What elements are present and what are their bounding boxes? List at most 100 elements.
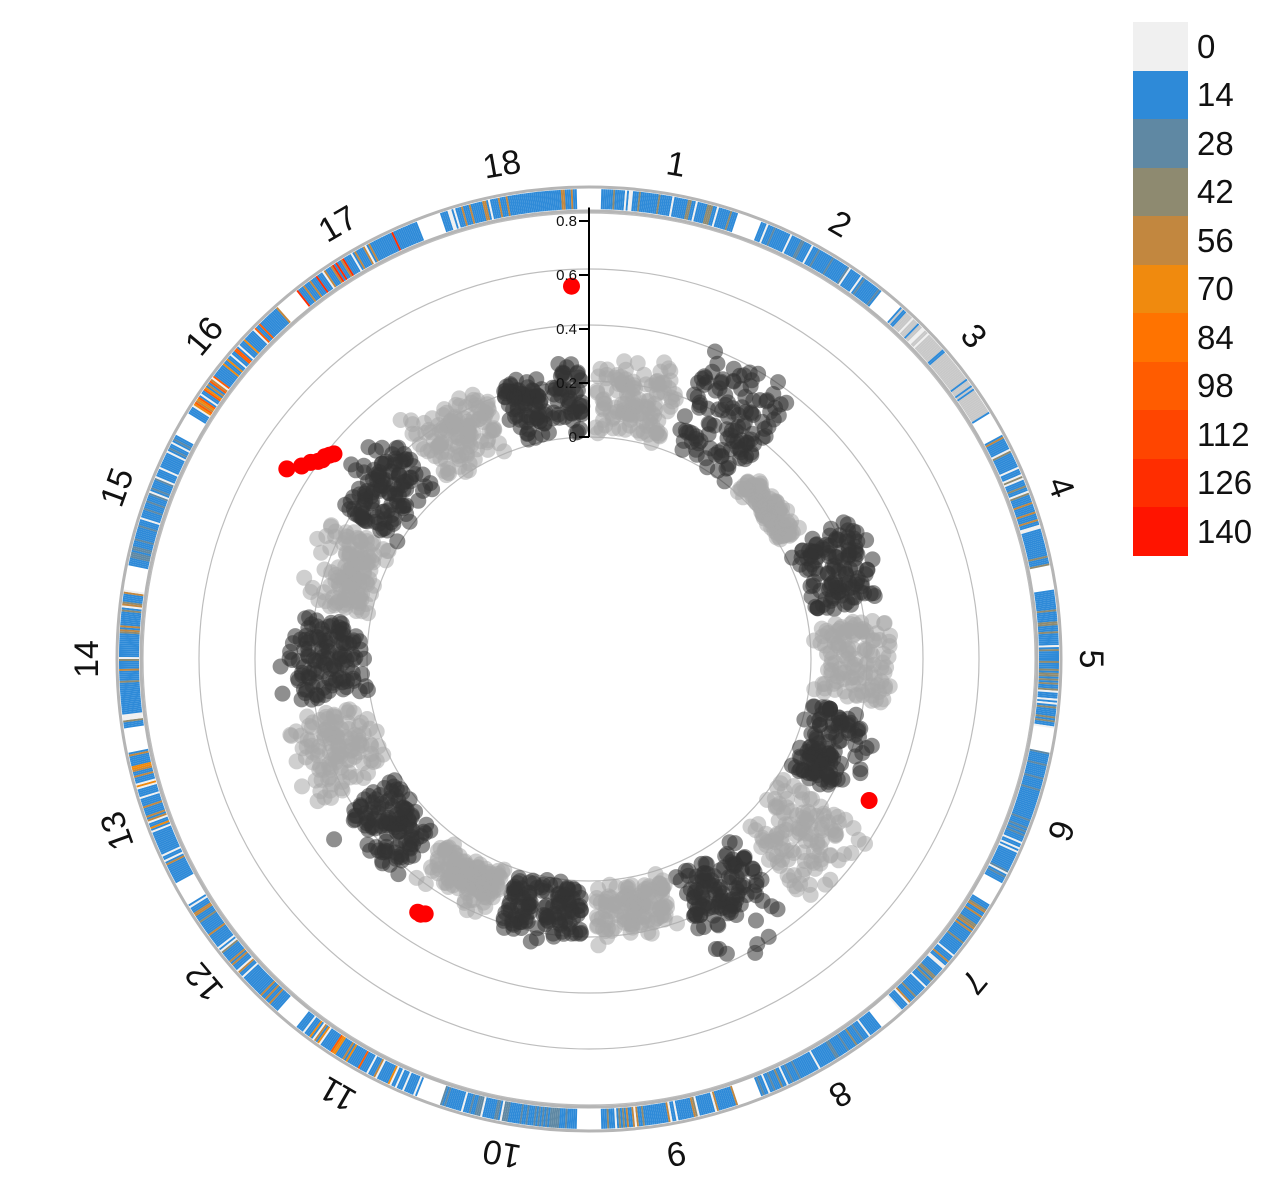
density-ring-segment: [205, 385, 224, 399]
density-ring-segment: [1038, 668, 1059, 671]
density-ring-segment: [1004, 479, 1025, 490]
data-point: [451, 847, 468, 864]
density-ring-segment: [762, 1073, 773, 1093]
density-ring-segment: [402, 227, 412, 247]
density-ring-segment: [921, 341, 938, 357]
density-ring-segment: [1005, 481, 1025, 491]
density-ring-segment: [122, 601, 143, 606]
density-ring-segment: [909, 973, 925, 990]
density-ring-segment: [119, 645, 140, 648]
data-point: [817, 876, 834, 893]
data-point: [858, 532, 875, 549]
density-ring-segment: [550, 1107, 555, 1128]
density-ring-segment: [357, 1050, 369, 1069]
density-ring-segment: [724, 1087, 733, 1108]
density-ring-segment: [1016, 798, 1036, 807]
density-ring-segment: [210, 378, 228, 393]
data-point: [746, 436, 762, 452]
density-ring-segment: [165, 855, 185, 866]
density-ring-segment: [120, 623, 141, 627]
density-ring-segment: [939, 939, 957, 954]
density-ring-segment: [318, 273, 332, 291]
legend-entry: 28: [1133, 119, 1252, 168]
data-point: [635, 423, 652, 440]
density-ring-segment: [313, 276, 328, 295]
density-ring-segment: [482, 1097, 489, 1118]
density-ring-segment: [988, 443, 1008, 455]
density-ring-segment: [338, 260, 351, 279]
density-ring-segment: [917, 337, 934, 353]
density-ring-segment: [1013, 805, 1034, 815]
density-ring-segment: [652, 1104, 657, 1125]
density-ring-segment: [1026, 549, 1047, 557]
density-ring-segment: [228, 355, 246, 370]
density-ring-segment: [764, 226, 775, 246]
density-ring-segment: [558, 1108, 562, 1129]
density-ring-segment: [501, 1101, 508, 1122]
density-ring-segment: [1037, 621, 1058, 625]
density-ring-segment: [451, 209, 459, 229]
data-point: [590, 937, 607, 954]
density-ring-segment: [805, 247, 818, 266]
density-ring-segment: [391, 1067, 402, 1087]
density-ring-segment: [119, 683, 140, 687]
density-ring-segment: [122, 599, 143, 604]
density-ring-segment: [234, 349, 251, 364]
density-ring-segment: [366, 1055, 378, 1074]
density-ring-segment: [907, 327, 924, 343]
chromosome-label-9: 9: [664, 1133, 689, 1174]
density-ring-segment: [380, 236, 391, 256]
density-ring-segment: [1038, 629, 1059, 633]
data-point: [451, 397, 468, 414]
density-ring-segment: [604, 189, 608, 210]
density-ring-segment: [1027, 553, 1048, 560]
density-ring-segment: [661, 1102, 667, 1123]
density-ring-segment: [1029, 561, 1050, 568]
density-ring-segment: [1023, 772, 1044, 780]
density-ring-segment: [617, 1107, 622, 1129]
density-ring-segment: [147, 496, 167, 506]
density-ring-segment: [841, 1030, 855, 1049]
density-ring-segment: [519, 193, 525, 214]
density-ring-segment: [145, 500, 166, 509]
data-point: [373, 813, 390, 830]
density-ring-segment: [704, 1093, 712, 1114]
legend-label: 28: [1197, 124, 1234, 162]
density-ring-segment: [951, 380, 969, 394]
data-point: [356, 485, 373, 502]
density-ring-segment: [119, 687, 141, 691]
density-ring-segment: [629, 1107, 634, 1128]
density-ring-segment: [778, 232, 789, 252]
data-point: [716, 473, 733, 490]
data-point: [462, 892, 479, 909]
density-ring-segment: [1038, 666, 1059, 669]
density-ring-segment: [1035, 603, 1056, 608]
density-ring-segment: [665, 1102, 671, 1123]
density-ring-segment: [462, 1092, 470, 1113]
density-ring-segment: [130, 553, 151, 560]
density-ring-segment: [131, 761, 152, 769]
chromosome-label-6: 6: [1040, 815, 1082, 846]
density-ring-segment: [655, 1103, 661, 1124]
density-ring-segment: [505, 196, 511, 217]
highlighted-point: [325, 445, 343, 463]
chromosome-label-17: 17: [312, 198, 364, 250]
density-ring-segment: [546, 1107, 551, 1128]
chromosome-label-16: 16: [178, 310, 231, 363]
density-ring-segment: [864, 287, 879, 305]
density-ring-segment: [238, 344, 255, 360]
density-ring-segment: [315, 1024, 329, 1043]
density-ring-segment: [511, 1102, 517, 1123]
data-point: [882, 627, 898, 644]
density-ring-segment: [993, 855, 1013, 866]
density-ring-segment: [218, 936, 236, 951]
density-ring-segment: [839, 268, 853, 287]
data-point: [848, 559, 864, 576]
data-point: [389, 533, 406, 550]
density-ring-segment: [491, 1099, 498, 1120]
density-ring-segment: [720, 209, 729, 230]
legend-entry: 42: [1133, 167, 1252, 216]
density-ring-segment: [499, 197, 506, 218]
data-point: [371, 787, 388, 803]
density-ring-segment: [131, 763, 152, 771]
